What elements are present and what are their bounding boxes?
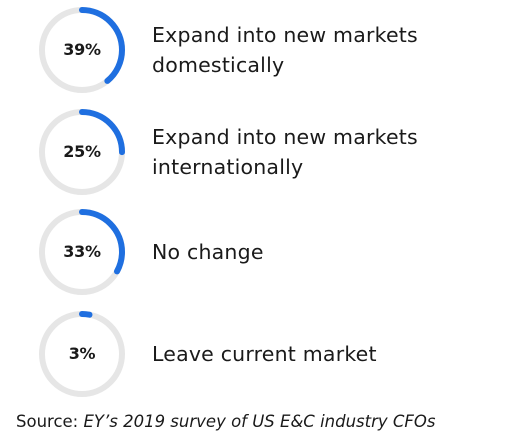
percent-value: 39% [63,40,101,59]
source-prefix: Source: [16,412,84,431]
percent-value: 3% [68,344,96,363]
percent-value: 33% [63,242,101,261]
chart-row: 39% Expand into new markets domestically [0,0,510,100]
chart-row: 33% No change [0,202,510,302]
donut-ring [39,109,125,195]
donut-arc [39,311,125,397]
donut-svg [39,209,125,295]
donut-arc [39,209,125,295]
donut-ring [39,311,125,397]
category-label: Expand into new markets internationally [152,125,418,179]
category-label: No change [152,240,264,264]
chart-row: 25% Expand into new markets internationa… [0,102,510,202]
donut-svg [39,311,125,397]
donut-ring [39,7,125,93]
chart-row: 3% Leave current market [0,304,510,404]
donut-arc [39,7,125,93]
donut-arc [39,109,125,195]
category-label: Expand into new markets domestically [152,23,418,77]
donut-svg [39,109,125,195]
source-note: Source: EY’s 2019 survey of US E&C indus… [16,410,436,434]
percent-value: 25% [63,142,101,161]
donut-svg [39,7,125,93]
donut-ring [39,209,125,295]
category-label: Leave current market [152,342,377,366]
source-text: EY’s 2019 survey of US E&C industry CFOs [83,412,436,431]
